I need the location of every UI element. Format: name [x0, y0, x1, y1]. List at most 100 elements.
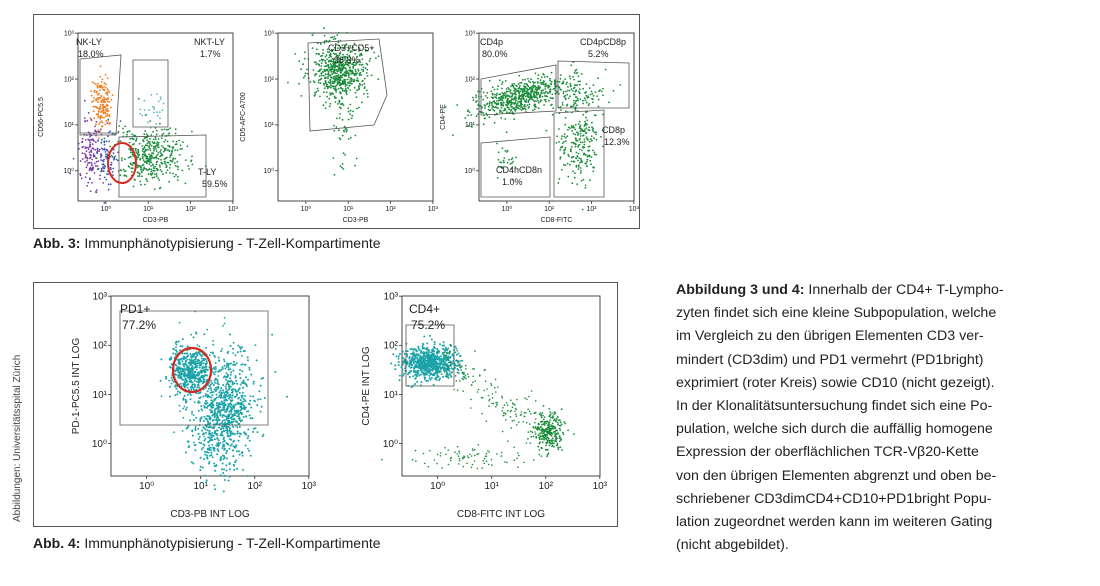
event [461, 371, 464, 374]
event [459, 363, 461, 365]
gate-percent: 12.3% [604, 137, 630, 147]
event [538, 428, 541, 431]
gate-label: NK-LY [76, 37, 102, 47]
event [488, 398, 491, 401]
gate-label: CD8p [602, 125, 625, 135]
gate-cd4ncd8n [480, 136, 551, 198]
event [447, 366, 450, 368]
y-tick-label: 10² [264, 76, 275, 83]
event [515, 413, 517, 416]
event-cloud [444, 61, 580, 136]
event [494, 378, 497, 381]
event [453, 388, 456, 391]
event [488, 400, 490, 402]
y-tick-label: 10⁰ [63, 167, 74, 175]
x-tick-label: 10¹ [544, 206, 555, 213]
event [470, 398, 472, 401]
x-axis-label: CD8-FITC [541, 217, 573, 224]
event [491, 397, 494, 399]
x-tick-label: 10³ [593, 481, 608, 492]
event [534, 426, 537, 428]
event [511, 402, 514, 405]
figure-4-plots: 10⁰ 10⁰ 10¹ 10¹ 10² 10² 10³ 10³ CD3-PB INT LOG PD… [71, 292, 608, 520]
gate-pd1 [119, 310, 269, 426]
event [454, 375, 457, 377]
plot-frame [110, 295, 310, 477]
event [495, 391, 497, 393]
event [461, 365, 463, 367]
event [446, 353, 448, 355]
event [472, 368, 474, 370]
x-tick-label: 10¹ [343, 206, 354, 213]
y-tick-label: 10² [64, 76, 75, 83]
event [456, 359, 458, 362]
gate-percent: 1.0% [502, 177, 523, 187]
event [529, 423, 531, 425]
figure-3-caption-text: Immunphänotypisierung - T-Zell-Kompartim… [84, 235, 381, 251]
y-tick-label: 10² [93, 341, 108, 352]
x-tick-label: 10¹ [143, 206, 154, 213]
event-cloud [287, 27, 380, 110]
y-axis-label: CD5-APC-A700 [240, 92, 247, 142]
event [520, 411, 523, 413]
event [463, 371, 465, 374]
x-tick-label: 10² [586, 206, 597, 213]
event [525, 422, 528, 424]
y-tick-label: 10³ [64, 31, 75, 38]
gate-label: T-LY [198, 167, 216, 177]
gate-label: CD4nCD8n [496, 165, 542, 175]
event [462, 378, 465, 381]
event [459, 355, 461, 357]
y-tick-label: 10² [384, 341, 399, 352]
event [495, 401, 497, 404]
event [463, 376, 466, 379]
plot-frame [277, 32, 434, 202]
event [486, 388, 488, 390]
event [539, 435, 542, 437]
event [545, 438, 548, 441]
event [529, 442, 531, 444]
event [494, 386, 496, 389]
event [549, 419, 551, 421]
event [446, 368, 448, 371]
event [476, 391, 479, 393]
event [503, 404, 506, 406]
y-axis-label: PD-1-PC5.5 INT LOG [71, 338, 82, 435]
event [514, 407, 517, 410]
event [449, 361, 451, 364]
x-tick-label: 10³ [428, 206, 439, 213]
figure-3-caption-label: Abb. 3: [33, 235, 81, 251]
event [510, 427, 513, 429]
gate-percent: 77.2% [122, 318, 156, 332]
event [506, 404, 509, 406]
event [501, 395, 503, 398]
x-tick-label: 10³ [629, 206, 640, 213]
x-tick-label: 10⁰ [301, 205, 312, 213]
event [501, 430, 504, 433]
event-cloud [527, 405, 575, 458]
y-axis-label: CD56-PC5.5 [38, 97, 45, 137]
body-text-line: im Vergleich zu den übrigen Elementen CD… [676, 328, 984, 345]
event [451, 371, 454, 373]
event [447, 361, 450, 364]
highlight-circle [171, 346, 213, 394]
gate-percent: 75.2% [411, 318, 445, 332]
figure-4-panel: 10⁰ 10⁰ 10¹ 10¹ 10² 10² 10³ 10³ CD3-PB INT LOG PD… [33, 282, 618, 527]
event [477, 388, 480, 391]
gate-cd3-cd5 [307, 38, 388, 132]
event [464, 374, 467, 377]
event [481, 412, 483, 415]
event [460, 369, 463, 371]
body-text-line: (nicht abgebildet). [676, 537, 789, 554]
x-tick-label: 10⁰ [430, 481, 445, 492]
event [487, 394, 490, 397]
y-tick-label: 10¹ [93, 390, 108, 401]
event [546, 436, 549, 439]
event [483, 369, 486, 371]
event-cloud [381, 444, 543, 470]
event [539, 412, 542, 414]
event [459, 367, 462, 369]
event [523, 415, 526, 418]
event [530, 390, 533, 392]
event [455, 380, 458, 382]
